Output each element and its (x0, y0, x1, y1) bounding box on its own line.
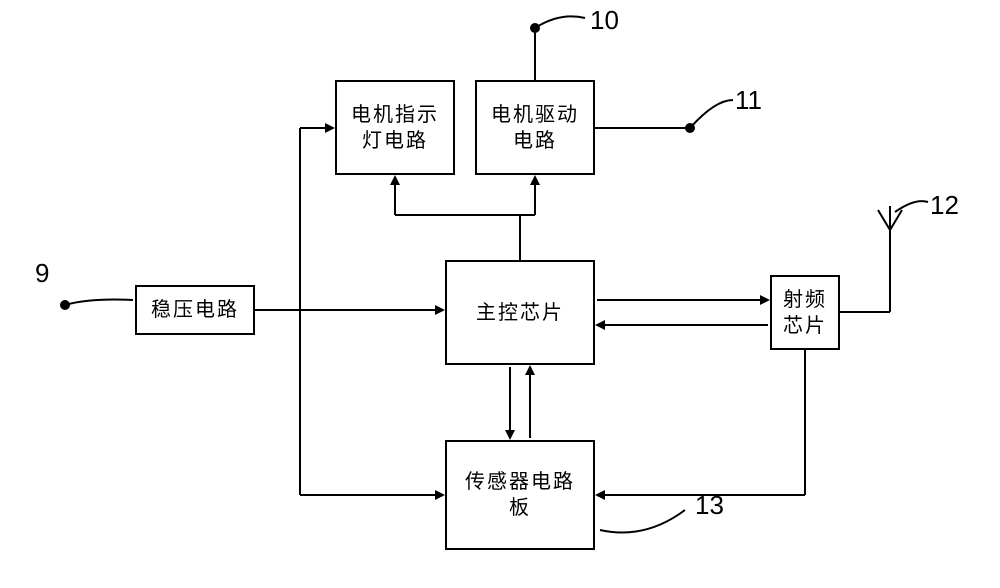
label-9: 9 (35, 258, 49, 289)
label-10: 10 (590, 5, 619, 36)
block-rf: 射频芯片 (770, 275, 840, 350)
block-mcu: 主控芯片 (445, 260, 595, 365)
block-sensor: 传感器电路板 (445, 440, 595, 550)
label-12: 12 (930, 190, 959, 221)
block-indicator: 电机指示灯电路 (335, 80, 455, 175)
label-13: 13 (695, 490, 724, 521)
block-driver: 电机驱动电路 (475, 80, 595, 175)
block-regulator: 稳压电路 (135, 285, 255, 335)
label-11: 11 (735, 85, 762, 116)
